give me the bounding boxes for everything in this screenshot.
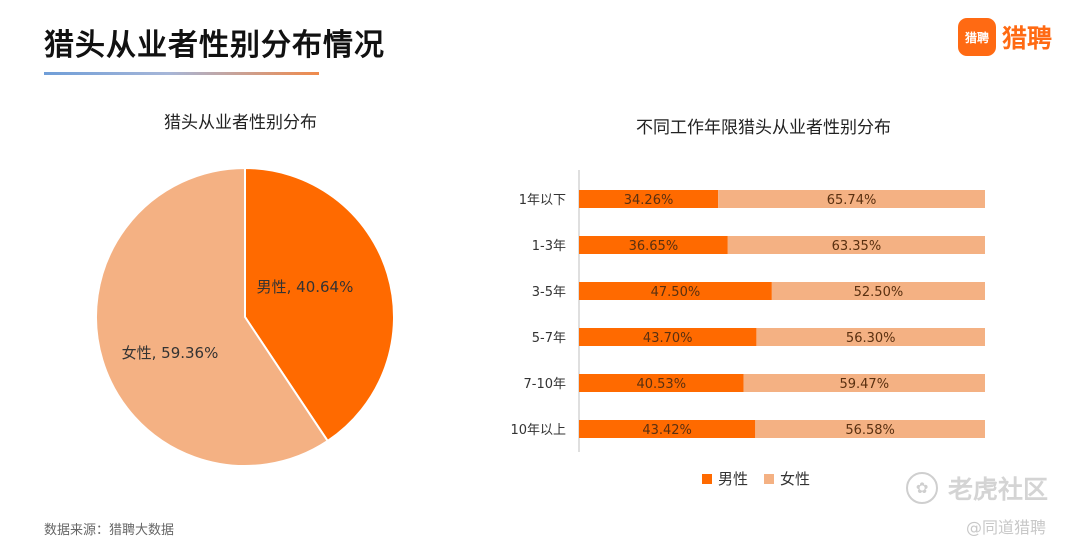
- bar-value-label: 56.30%: [846, 331, 896, 346]
- bar-segment-female: [755, 420, 985, 438]
- bar-value-label: 43.42%: [642, 423, 692, 438]
- bar-value-label: 56.58%: [845, 423, 895, 438]
- bar-segment-male: [579, 374, 744, 392]
- gender-pie-chart: 男性, 40.64% 女性, 59.36%: [95, 166, 395, 467]
- category-label: 7-10年: [523, 377, 566, 392]
- data-source-note: 数据来源：猎聘大数据: [44, 523, 175, 538]
- bar-value-label: 59.47%: [839, 377, 889, 392]
- logo-badge: 猎聘: [958, 18, 996, 56]
- bar-value-label: 36.65%: [629, 239, 679, 254]
- bar-legend: 男性 女性: [702, 468, 826, 489]
- page-title: 猎头从业者性别分布情况: [44, 28, 385, 63]
- bar-value-label: 34.26%: [624, 193, 674, 208]
- legend-item-male: 男性: [702, 468, 748, 489]
- watermark: ✿ 老虎社区: [906, 470, 1048, 506]
- legend-item-female: 女性: [764, 468, 810, 489]
- paw-icon: ✿: [906, 472, 938, 504]
- logo-text: 猎聘: [1002, 24, 1053, 53]
- liepin-logo: 猎聘 猎聘: [958, 18, 1052, 56]
- bar-segment-male: [579, 328, 757, 346]
- legend-swatch-male: [702, 473, 712, 484]
- bar-value-label: 40.53%: [636, 377, 686, 392]
- category-label: 5-7年: [532, 331, 566, 346]
- bar-segment-female: [756, 328, 985, 346]
- bar-segment-male: [579, 190, 719, 208]
- watermark-main: 老虎社区: [948, 475, 1049, 504]
- bar-segment-male: [579, 420, 756, 438]
- bar-segment-female: [771, 282, 985, 300]
- bar-chart-title: 不同工作年限猎头从业者性别分布: [636, 118, 891, 138]
- legend-label-female: 女性: [780, 470, 811, 488]
- bar-segment-male: [579, 282, 772, 300]
- bar-value-label: 43.70%: [643, 331, 693, 346]
- pie-chart-title: 猎头从业者性别分布: [164, 113, 317, 133]
- bar-segment-female: [718, 190, 985, 208]
- pie-label-male: 男性, 40.64%: [257, 278, 354, 296]
- bar-value-label: 65.74%: [827, 193, 877, 208]
- tenure-gender-bar-chart: 1年以下 34.26% 65.74% 1-3年 36.65% 63.35% 3-5年 47.5…: [510, 170, 985, 452]
- title-underline: [44, 72, 319, 75]
- bar-segment-female: [743, 374, 985, 392]
- bar-value-label: 63.35%: [832, 239, 882, 254]
- category-label: 3-5年: [532, 285, 566, 300]
- bar-value-label: 52.50%: [854, 285, 904, 300]
- bar-segment-female: [727, 236, 985, 254]
- pie-label-female: 女性, 59.36%: [122, 344, 219, 362]
- category-label: 1年以下: [519, 193, 566, 208]
- bar-value-label: 47.50%: [651, 285, 701, 300]
- category-label: 1-3年: [532, 239, 566, 254]
- category-label: 10年以上: [510, 423, 566, 438]
- bar-segment-male: [579, 236, 728, 254]
- watermark-sub: @同道猎聘: [966, 518, 1047, 537]
- legend-label-male: 男性: [718, 470, 749, 488]
- pie-slice-female: [95, 166, 330, 467]
- legend-swatch-female: [764, 473, 775, 484]
